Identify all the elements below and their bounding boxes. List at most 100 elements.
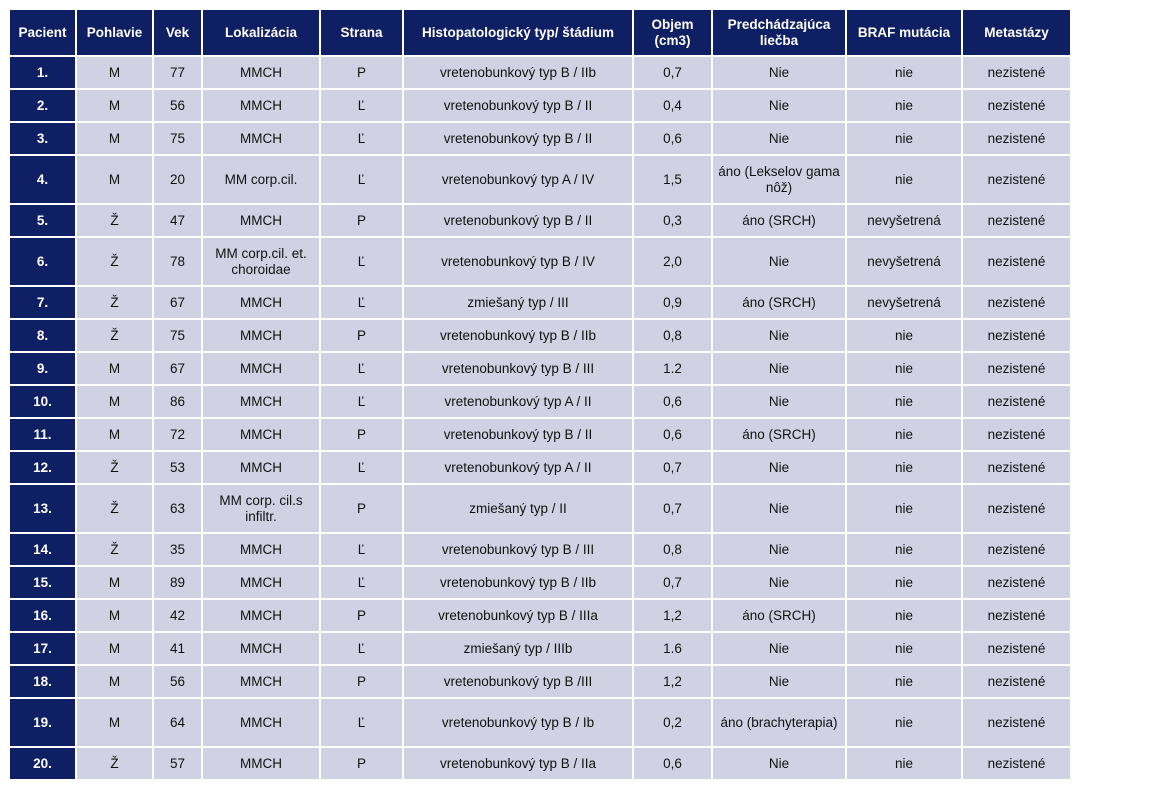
strana-cell: Ľ xyxy=(321,238,402,285)
vek-cell: 35 xyxy=(154,534,201,565)
pacient-cell: 4. xyxy=(10,156,75,203)
objem-cell: 1.6 xyxy=(634,633,711,664)
objem-cell: 0,9 xyxy=(634,287,711,318)
objem-cell: 0,7 xyxy=(634,452,711,483)
metastazy-cell: nezistené xyxy=(963,748,1070,779)
strana-cell: Ľ xyxy=(321,534,402,565)
pohlavie-cell: Ž xyxy=(77,748,152,779)
strana-cell: P xyxy=(321,419,402,450)
pacient-cell: 12. xyxy=(10,452,75,483)
metastazy-cell: nezistené xyxy=(963,353,1070,384)
metastazy-cell: nezistené xyxy=(963,567,1070,598)
braf-cell: nie xyxy=(847,567,961,598)
metastazy-cell: nezistené xyxy=(963,287,1070,318)
patient-table: Pacient Pohlavie Vek Lokalizácia Strana … xyxy=(8,8,1072,781)
pohlavie-cell: M xyxy=(77,386,152,417)
header-histopatologicky-typ: Histopatologický typ/ štádium xyxy=(404,10,632,55)
header-predchadzajuca-liecba: Predchádzajúca liečba xyxy=(713,10,845,55)
strana-cell: Ľ xyxy=(321,90,402,121)
pohlavie-cell: M xyxy=(77,156,152,203)
liecba-cell: Nie xyxy=(713,666,845,697)
lokalizacia-cell: MMCH xyxy=(203,57,319,88)
pohlavie-cell: Ž xyxy=(77,452,152,483)
braf-cell: nie xyxy=(847,699,961,746)
vek-cell: 75 xyxy=(154,320,201,351)
braf-cell: nevyšetrená xyxy=(847,287,961,318)
strana-cell: Ľ xyxy=(321,123,402,154)
braf-cell: nie xyxy=(847,666,961,697)
pacient-cell: 7. xyxy=(10,287,75,318)
header-objem: Objem (cm3) xyxy=(634,10,711,55)
pacient-cell: 1. xyxy=(10,57,75,88)
lokalizacia-cell: MMCH xyxy=(203,287,319,318)
lokalizacia-cell: MMCH xyxy=(203,386,319,417)
pacient-cell: 11. xyxy=(10,419,75,450)
objem-cell: 0,7 xyxy=(634,485,711,532)
braf-cell: nie xyxy=(847,90,961,121)
metastazy-cell: nezistené xyxy=(963,156,1070,203)
histopatologicky-typ-cell: vretenobunkový typ B / IV xyxy=(404,238,632,285)
histopatologicky-typ-cell: zmiešaný typ / III xyxy=(404,287,632,318)
liecba-cell: áno (Lekselov gama nôž) xyxy=(713,156,845,203)
vek-cell: 72 xyxy=(154,419,201,450)
pohlavie-cell: M xyxy=(77,699,152,746)
header-pohlavie: Pohlavie xyxy=(77,10,152,55)
liecba-cell: Nie xyxy=(713,320,845,351)
strana-cell: P xyxy=(321,205,402,236)
liecba-cell: Nie xyxy=(713,238,845,285)
pohlavie-cell: M xyxy=(77,123,152,154)
vek-cell: 78 xyxy=(154,238,201,285)
histopatologicky-typ-cell: vretenobunkový typ B / II xyxy=(404,419,632,450)
liecba-cell: áno (SRCH) xyxy=(713,600,845,631)
vek-cell: 56 xyxy=(154,666,201,697)
vek-cell: 56 xyxy=(154,90,201,121)
objem-cell: 0,6 xyxy=(634,419,711,450)
liecba-cell: Nie xyxy=(713,748,845,779)
strana-cell: P xyxy=(321,320,402,351)
lokalizacia-cell: MM corp.cil. et. choroidae xyxy=(203,238,319,285)
braf-cell: nevyšetrená xyxy=(847,238,961,285)
liecba-cell: áno (SRCH) xyxy=(713,287,845,318)
vek-cell: 67 xyxy=(154,353,201,384)
histopatologicky-typ-cell: zmiešaný typ / II xyxy=(404,485,632,532)
table-header-row: Pacient Pohlavie Vek Lokalizácia Strana … xyxy=(10,10,1070,55)
lokalizacia-cell: MMCH xyxy=(203,748,319,779)
metastazy-cell: nezistené xyxy=(963,90,1070,121)
lokalizacia-cell: MMCH xyxy=(203,534,319,565)
histopatologicky-typ-cell: vretenobunkový typ A / IV xyxy=(404,156,632,203)
objem-cell: 0,4 xyxy=(634,90,711,121)
liecba-cell: Nie xyxy=(713,90,845,121)
histopatologicky-typ-cell: vretenobunkový typ B / IIa xyxy=(404,748,632,779)
objem-cell: 0,8 xyxy=(634,320,711,351)
lokalizacia-cell: MMCH xyxy=(203,666,319,697)
objem-cell: 0,6 xyxy=(634,748,711,779)
metastazy-cell: nezistené xyxy=(963,238,1070,285)
histopatologicky-typ-cell: vretenobunkový typ B / Ib xyxy=(404,699,632,746)
pacient-cell: 20. xyxy=(10,748,75,779)
strana-cell: Ľ xyxy=(321,287,402,318)
lokalizacia-cell: MMCH xyxy=(203,90,319,121)
pacient-cell: 19. xyxy=(10,699,75,746)
histopatologicky-typ-cell: vretenobunkový typ B / II xyxy=(404,90,632,121)
strana-cell: P xyxy=(321,600,402,631)
pacient-cell: 2. xyxy=(10,90,75,121)
liecba-cell: Nie xyxy=(713,633,845,664)
header-vek: Vek xyxy=(154,10,201,55)
vek-cell: 42 xyxy=(154,600,201,631)
pacient-cell: 9. xyxy=(10,353,75,384)
braf-cell: nie xyxy=(847,57,961,88)
braf-cell: nie xyxy=(847,156,961,203)
vek-cell: 20 xyxy=(154,156,201,203)
strana-cell: P xyxy=(321,666,402,697)
pacient-cell: 14. xyxy=(10,534,75,565)
vek-cell: 77 xyxy=(154,57,201,88)
pohlavie-cell: Ž xyxy=(77,320,152,351)
metastazy-cell: nezistené xyxy=(963,534,1070,565)
liecba-cell: Nie xyxy=(713,485,845,532)
